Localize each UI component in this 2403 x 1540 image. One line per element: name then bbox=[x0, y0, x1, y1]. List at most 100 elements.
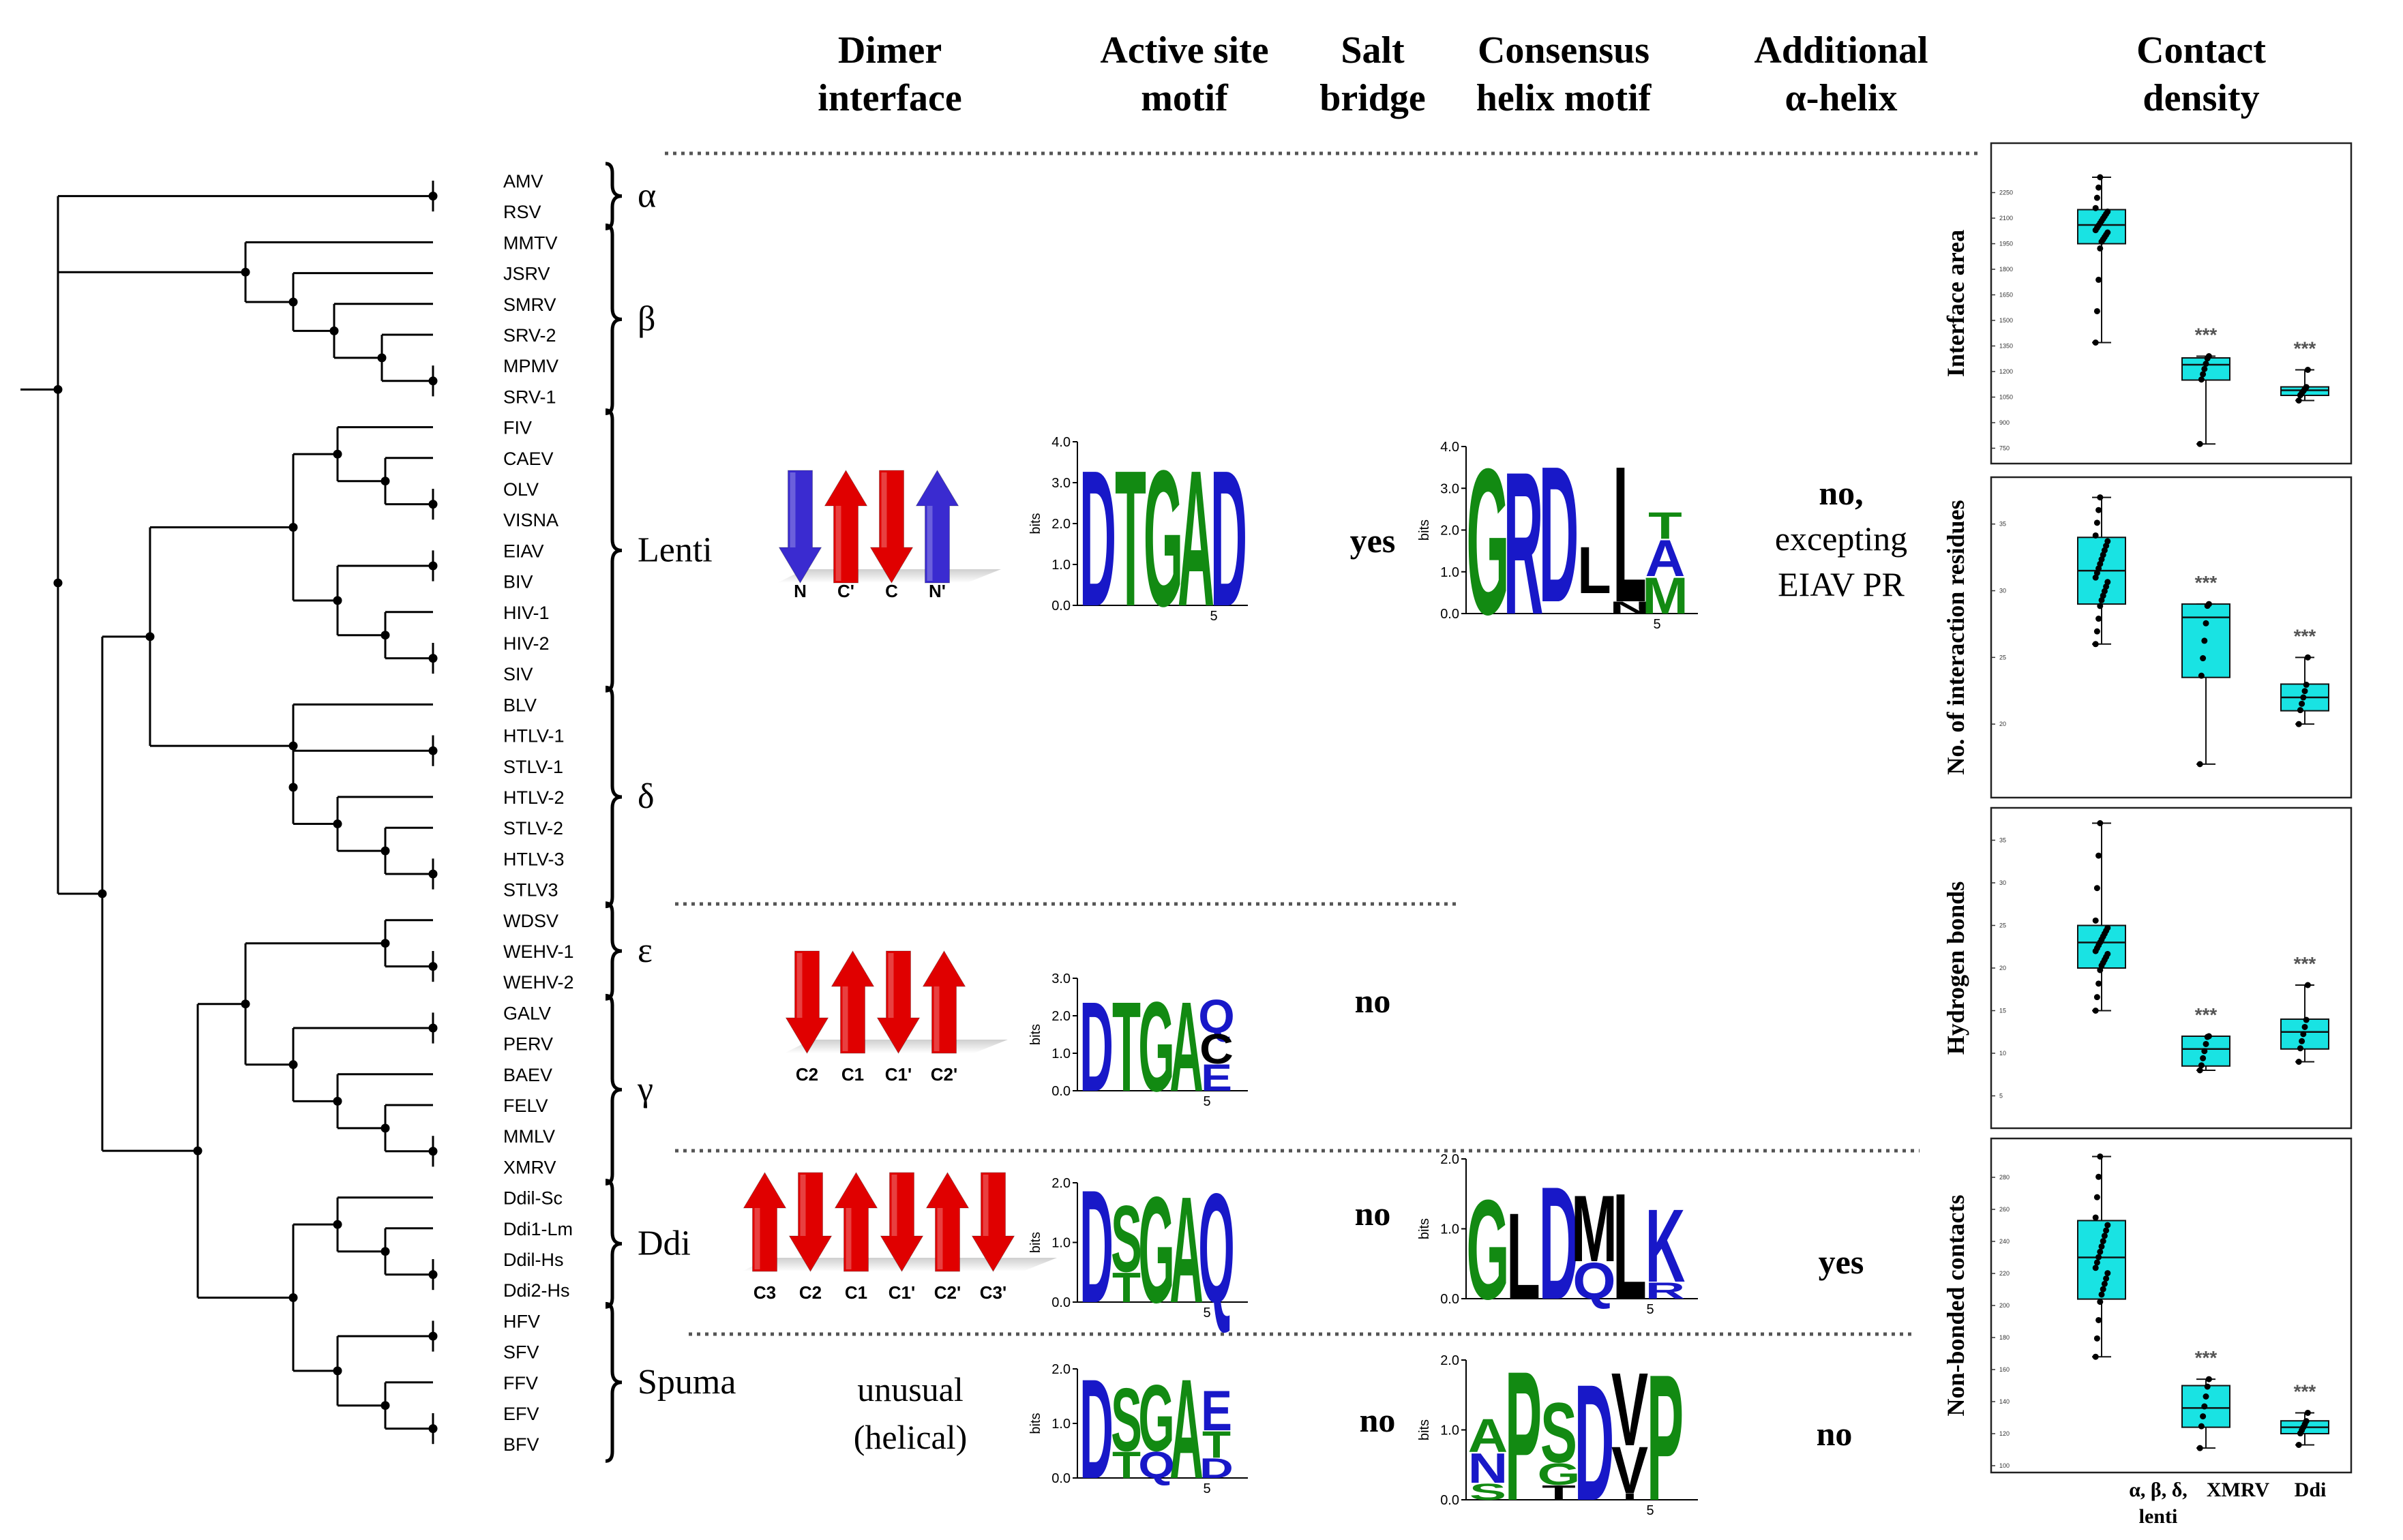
boxplot-panel bbox=[1990, 806, 2353, 1130]
logo-axis-label: bits bbox=[1417, 519, 1432, 541]
logo-letter: G bbox=[1138, 1165, 1174, 1335]
strand-highlight bbox=[842, 986, 848, 1051]
boxplot-point bbox=[2104, 229, 2111, 236]
logo-tick-label: 3.0 bbox=[1051, 476, 1071, 491]
strand-label: N' bbox=[929, 581, 946, 601]
strand-highlight bbox=[881, 472, 887, 547]
strand-highlight bbox=[796, 953, 803, 1018]
boxplot-point bbox=[2093, 628, 2100, 635]
logo-letter: S bbox=[1111, 1187, 1142, 1293]
boxplot-point bbox=[2198, 376, 2205, 383]
logo-subletter: M bbox=[1642, 567, 1688, 624]
logo-letter: L bbox=[1577, 533, 1611, 607]
logo-letter: S bbox=[1540, 1387, 1577, 1481]
boxplot-point bbox=[2097, 1153, 2104, 1160]
leaf-label: STLV-1 bbox=[503, 757, 563, 777]
leaf-label: EFV bbox=[503, 1404, 539, 1424]
strand-arrow bbox=[834, 1172, 878, 1272]
boxplot-point bbox=[2203, 1040, 2209, 1047]
leaf-label: STLV3 bbox=[503, 880, 558, 901]
strand-arrow bbox=[831, 950, 875, 1054]
boxplot-tick-label: 35 bbox=[1999, 837, 2006, 844]
boxplot-point bbox=[2303, 681, 2310, 688]
leaf-label: Ddil-Sc bbox=[503, 1188, 563, 1209]
logo-position-label: 5 bbox=[1646, 1503, 1654, 1518]
boxplot-point bbox=[2098, 1291, 2105, 1298]
strand-label: C1' bbox=[885, 1064, 912, 1085]
boxplot-tick-label: 2250 bbox=[1999, 190, 2013, 196]
boxplot-tick-label: 35 bbox=[1999, 521, 2006, 528]
boxplot-point bbox=[2093, 885, 2100, 892]
boxplot-point bbox=[2100, 1238, 2106, 1245]
leaf-label: FIV bbox=[503, 418, 532, 438]
boxplot-point bbox=[2203, 1393, 2209, 1400]
boxplot-ylabel: Hydrogen bonds bbox=[1942, 881, 1969, 1055]
boxplot-point bbox=[2198, 1062, 2205, 1069]
logo-letter: G bbox=[1138, 1366, 1174, 1472]
logo-letter: A bbox=[1169, 975, 1204, 1118]
leaf-label: CAEV bbox=[503, 449, 554, 469]
logo-letter: P bbox=[1647, 1338, 1684, 1539]
boxplot-point bbox=[2093, 1335, 2100, 1342]
boxplot-point bbox=[2295, 1441, 2302, 1448]
strand-highlight bbox=[835, 506, 841, 581]
boxplot-point bbox=[2200, 371, 2207, 378]
strand-label: C bbox=[885, 581, 898, 601]
boxplot-point bbox=[2093, 519, 2100, 526]
strand-highlight bbox=[888, 953, 894, 1018]
boxplot-tick-label: 1050 bbox=[1999, 394, 2013, 401]
strand-highlight bbox=[891, 1175, 897, 1236]
logo-letter: V bbox=[1611, 1350, 1648, 1467]
strand-arrow bbox=[876, 950, 921, 1054]
boxplot-point bbox=[2196, 761, 2203, 768]
logo-subletter: T bbox=[1112, 1444, 1141, 1486]
logo-letter: D bbox=[1079, 1157, 1114, 1336]
leaf-label: HTLV-2 bbox=[503, 787, 565, 808]
boxplot-point bbox=[2104, 1222, 2111, 1228]
logo-letter: D bbox=[1539, 426, 1579, 643]
strand-label: C' bbox=[837, 581, 854, 601]
header-helix-2: helix motif bbox=[1476, 77, 1652, 119]
boxplot-point bbox=[2092, 1214, 2099, 1221]
strand-label: C2' bbox=[934, 1282, 961, 1303]
leaf-label: HIV-2 bbox=[503, 633, 550, 654]
boxplot-point bbox=[2092, 1008, 2099, 1014]
header-salt-1: Salt bbox=[1341, 29, 1405, 72]
clade-label: ε bbox=[638, 931, 653, 970]
boxplot-panel bbox=[1990, 476, 2353, 799]
logo-position-label: 5 bbox=[1653, 617, 1660, 632]
logo-tick-label: 1.0 bbox=[1440, 1222, 1459, 1237]
category-abdl-1: α, β, δ, bbox=[2129, 1479, 2188, 1501]
boxplot-tick-label: 240 bbox=[1999, 1238, 2010, 1245]
logo-letter: D bbox=[1079, 1350, 1114, 1508]
logo-tick-label: 1.0 bbox=[1051, 1417, 1071, 1432]
boxplot-point bbox=[2097, 1299, 2104, 1305]
header-additional-1: Additional bbox=[1754, 29, 1928, 72]
strand-arrow bbox=[788, 1172, 833, 1272]
logo-letter: M bbox=[1571, 1176, 1617, 1282]
salt-bridge-spuma: no bbox=[1360, 1401, 1396, 1439]
header-active-2: motif bbox=[1141, 77, 1229, 119]
boxplot-tick-label: 750 bbox=[1999, 445, 2010, 452]
boxplot-point bbox=[2304, 654, 2311, 661]
leaf-label: EIAV bbox=[503, 541, 544, 561]
clade-label: β bbox=[638, 299, 655, 338]
boxplot-tick-label: 180 bbox=[1999, 1334, 2010, 1341]
boxplot-tick-label: 25 bbox=[1999, 654, 2006, 661]
boxplot-tick-label: 30 bbox=[1999, 588, 2006, 594]
clade-brackets: α β Lenti δ ε γ Ddi Spuma bbox=[605, 162, 736, 1463]
logo-subletter: T bbox=[1112, 1264, 1141, 1311]
dimer-spuma-2: (helical) bbox=[854, 1418, 968, 1456]
logo-letter: Q bbox=[1198, 1161, 1234, 1335]
logo-letter: D bbox=[1539, 1153, 1579, 1333]
clade-bracket bbox=[605, 993, 623, 1186]
logo-subletter: G bbox=[1537, 1456, 1580, 1491]
strand-arrow bbox=[785, 950, 829, 1054]
leaf-label: VISNA bbox=[503, 510, 558, 530]
logo-letter: G bbox=[1466, 1171, 1509, 1329]
boxplot-point bbox=[2104, 924, 2111, 931]
boxplot-tick-label: 280 bbox=[1999, 1174, 2010, 1181]
category-abdl-2: lenti bbox=[2139, 1505, 2178, 1528]
